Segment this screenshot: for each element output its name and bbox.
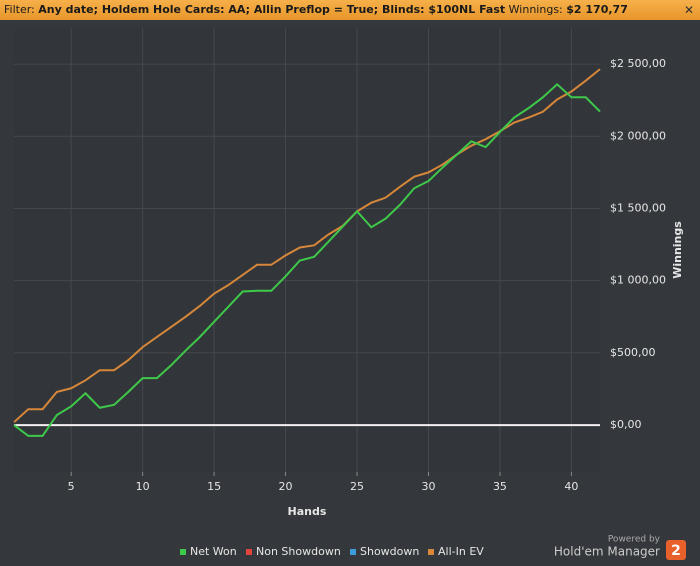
brand: Hold'em Manager (554, 545, 660, 559)
logo-badge (666, 540, 686, 560)
x-tick-label: 25 (350, 480, 364, 493)
winnings-value: $2 170,77 (566, 3, 628, 16)
legend-swatch (180, 549, 186, 555)
y-tick-label: $2 000,00 (610, 129, 666, 142)
x-tick-label: 30 (421, 480, 435, 493)
y-tick-label: $2 500,00 (610, 57, 666, 70)
powered-by: Powered by (608, 535, 661, 545)
filter-bar: Filter: Any date; Holdem Hole Cards: AA;… (0, 0, 700, 20)
x-tick-label: 10 (136, 480, 150, 493)
x-axis-title: Hands (288, 505, 327, 518)
legend-swatch (350, 549, 356, 555)
legend-swatch (428, 549, 434, 555)
y-tick-label: $0,00 (610, 418, 642, 431)
x-tick-label: 15 (207, 480, 221, 493)
chart: Winnings Hands Powered by Hold'em Manage… (13, 28, 686, 560)
filter-value: Any date; Holdem Hole Cards: AA; Allin P… (38, 3, 506, 16)
close-button[interactable]: ✕ (683, 3, 694, 17)
y-tick-label: $1 500,00 (610, 201, 666, 214)
y-axis-title: Winnings (671, 221, 684, 279)
x-tick-label: 20 (279, 480, 293, 493)
winnings-label: Winnings: (508, 3, 563, 16)
legend-swatch (246, 549, 252, 555)
filter-label: Filter: (4, 3, 35, 16)
legend-label: Showdown (360, 545, 419, 558)
x-tick-label: 40 (564, 480, 578, 493)
y-tick-label: $1 000,00 (610, 274, 666, 287)
x-tick-label: 35 (493, 480, 507, 493)
logo: 2 (671, 543, 681, 559)
x-tick-label: 5 (68, 480, 75, 493)
legend-label: Net Won (190, 545, 237, 558)
series-line (13, 82, 601, 437)
y-tick-label: $500,00 (610, 346, 656, 359)
plot-area (14, 28, 600, 472)
legend-label: Non Showdown (256, 545, 341, 558)
legend-label: All-In EV (438, 545, 484, 558)
